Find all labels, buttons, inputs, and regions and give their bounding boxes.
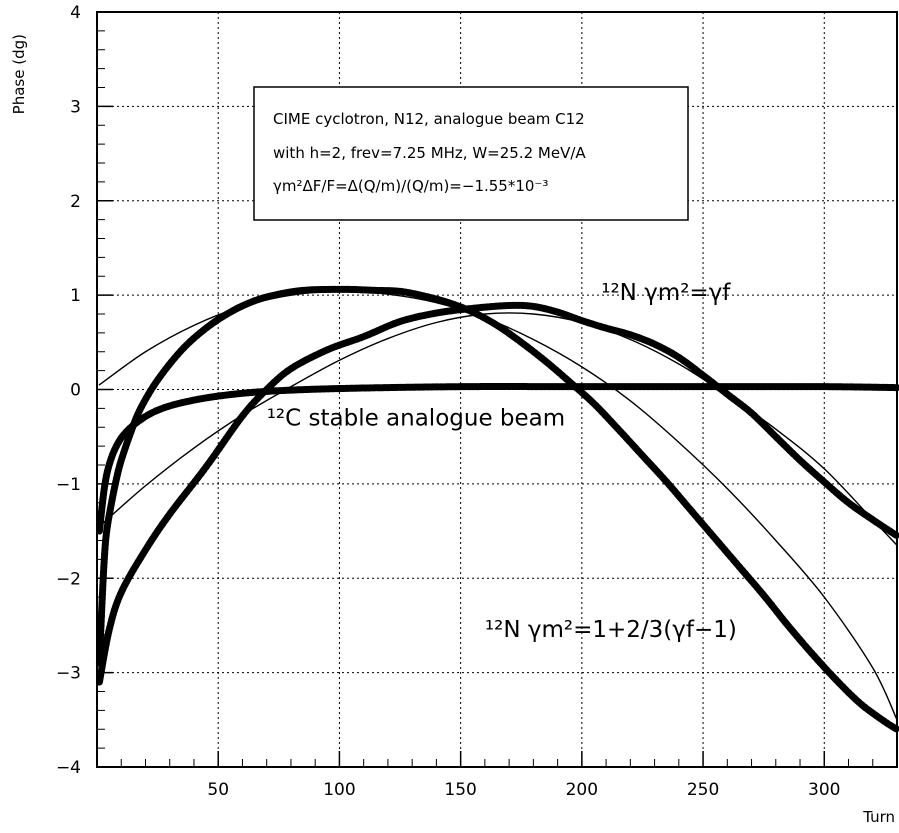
x-tick-label: 300: [808, 780, 840, 800]
y-tick-label: −3: [56, 664, 81, 684]
series-n12-gamma-f-data: [95, 301, 899, 686]
series-layer: [95, 285, 899, 733]
y-tick-label: −4: [56, 758, 81, 778]
y-axis-label: Phase (dg): [10, 34, 28, 114]
x-tick-label: 100: [323, 780, 355, 800]
series-n12-formula-data: [95, 285, 899, 733]
y-tick-label: 1: [70, 286, 81, 306]
tick-labels: 50 100 150 200 250 300 −4 −3 −2 −1 0 1 2 3 4: [56, 3, 841, 800]
x-tick-label: 200: [566, 780, 598, 800]
info-box-frame: [253, 86, 689, 221]
series-n12-formula-fit: [98, 290, 898, 721]
y-tick-label: −2: [56, 569, 81, 589]
y-tick-label: 4: [70, 3, 81, 23]
axis-ticks: [97, 11, 874, 768]
annotation-n12-formula: ¹²N γm²=1+2/3(γf−1): [485, 617, 737, 643]
x-tick-label: 250: [687, 780, 719, 800]
info-box: CIME cyclotron, N12, analogue beam C12 w…: [253, 86, 689, 221]
x-axis-label: Turn: [862, 808, 895, 826]
info-box-line-3: γm²ΔF/F=Δ(Q/m)/(Q/m)=−1.55*10⁻³: [273, 177, 548, 195]
x-tick-label: 50: [207, 780, 229, 800]
annotations: ¹²N γm²=γf ¹²C stable analogue beam ¹²N …: [267, 280, 737, 643]
y-tick-label: 0: [70, 381, 81, 401]
info-box-line-2: with h=2, frev=7.25 MHz, W=25.2 MeV/A: [273, 144, 586, 162]
y-tick-label: 3: [70, 97, 81, 117]
annotation-n12-gamma-f: ¹²N γm²=γf: [601, 280, 731, 306]
y-tick-label: −1: [56, 475, 81, 495]
x-tick-label: 150: [444, 780, 476, 800]
info-box-line-1: CIME cyclotron, N12, analogue beam C12: [273, 110, 585, 128]
y-tick-label: 2: [70, 192, 81, 212]
annotation-c12-stable: ¹²C stable analogue beam: [267, 405, 565, 431]
series-c12-data: [95, 383, 899, 535]
